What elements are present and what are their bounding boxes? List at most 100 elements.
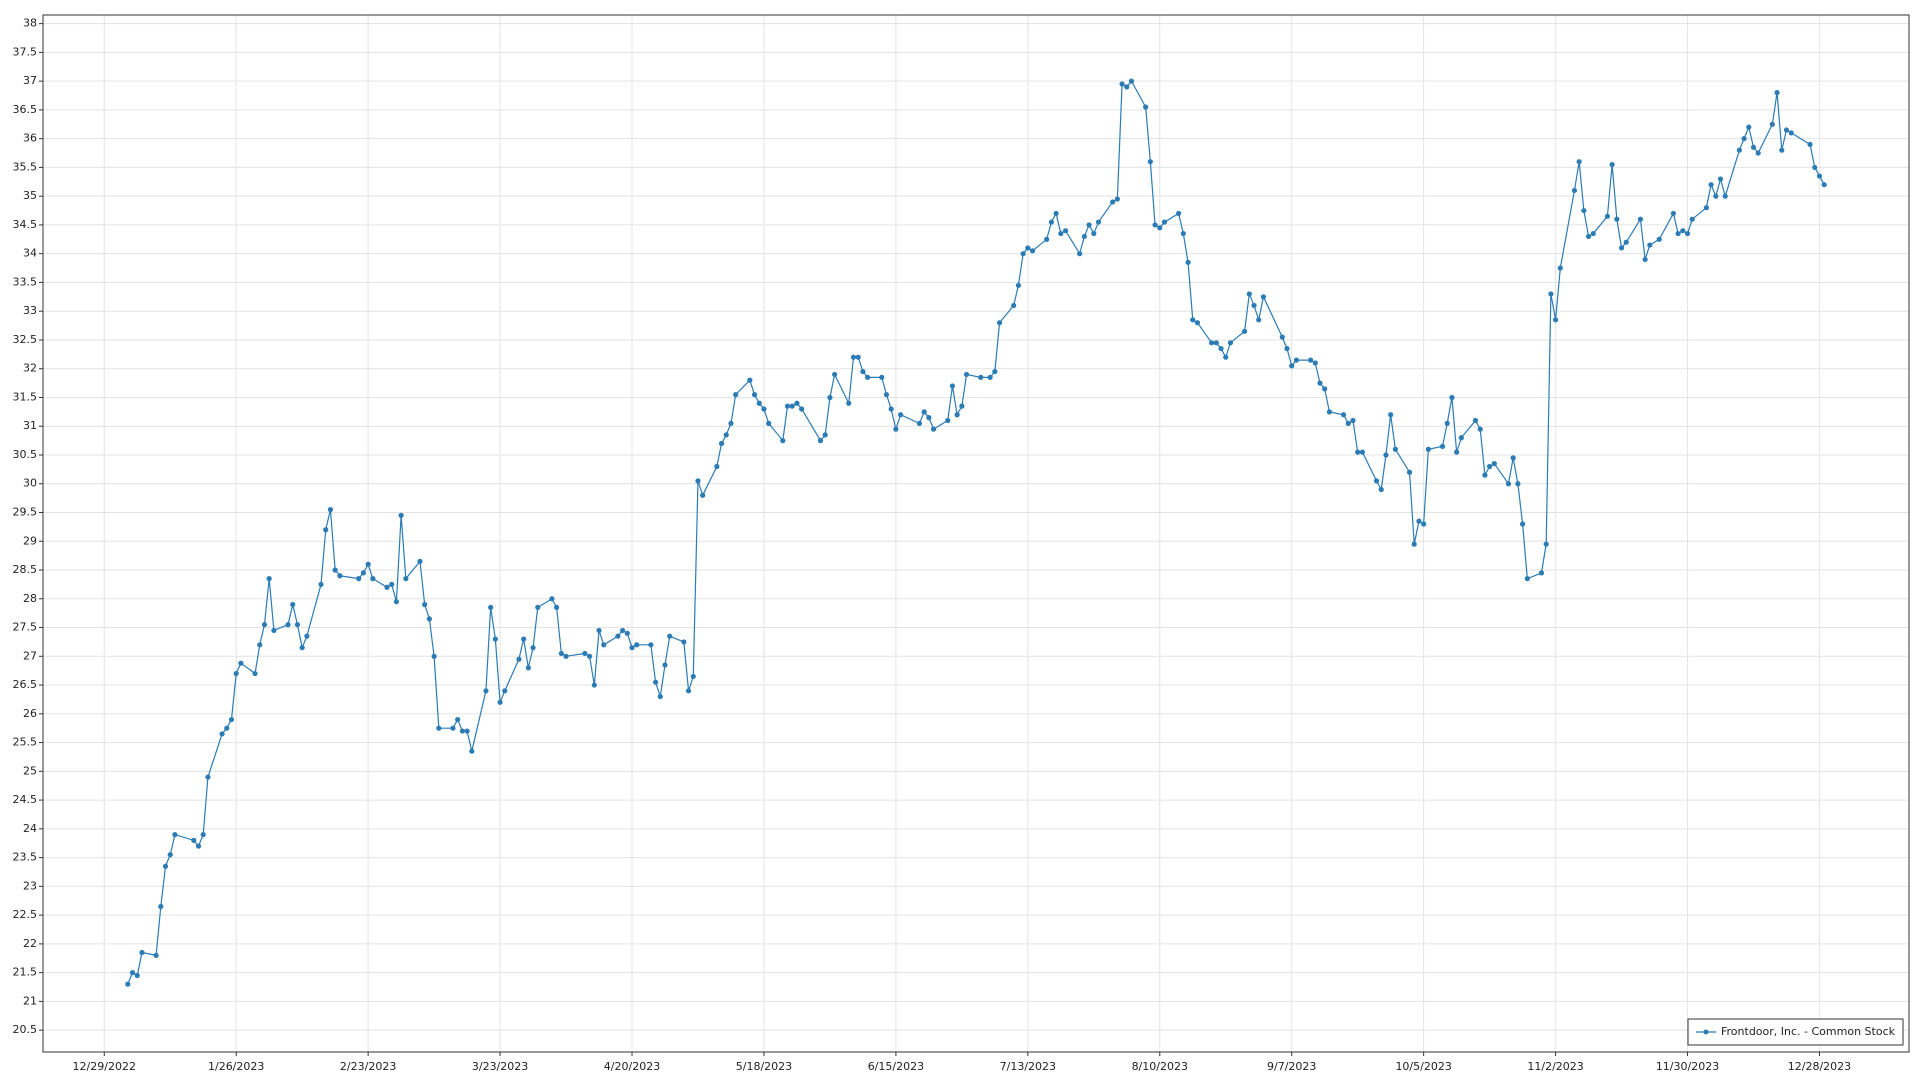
x-tick-label: 11/30/2023 (1656, 1060, 1719, 1073)
data-point (384, 584, 390, 590)
data-point (304, 633, 310, 639)
x-tick-label: 7/13/2023 (1000, 1060, 1056, 1073)
x-tick-label: 5/18/2023 (736, 1060, 792, 1073)
data-point (290, 601, 296, 608)
y-tick-label: 34.5 (13, 218, 38, 231)
data-point (1713, 193, 1719, 199)
y-tick-label: 38 (23, 17, 37, 30)
data-point (582, 650, 588, 657)
data-point (224, 725, 230, 731)
data-point (285, 622, 291, 628)
y-tick-label: 29.5 (13, 506, 38, 519)
y-tick-label: 31.5 (13, 390, 38, 403)
data-point (1110, 199, 1116, 205)
y-tick-label: 34 (23, 247, 37, 260)
data-point (1609, 161, 1615, 168)
grid (43, 15, 1909, 1052)
data-point (455, 716, 461, 723)
data-point (591, 682, 597, 688)
data-point (535, 604, 541, 611)
y-tick-label: 33 (23, 304, 37, 317)
legend-label: Frontdoor, Inc. - Common Stock (1721, 1025, 1896, 1038)
data-point (1505, 481, 1512, 487)
data-point (502, 688, 508, 694)
data-point (1015, 282, 1022, 288)
data-point (751, 392, 758, 398)
data-point (667, 633, 673, 639)
data-point (516, 656, 522, 662)
data-point (1284, 345, 1290, 352)
data-point (1482, 472, 1488, 478)
data-point (191, 837, 197, 843)
y-tick-label: 24 (23, 822, 37, 835)
data-point (200, 831, 206, 838)
data-point (205, 774, 211, 780)
data-point (1750, 144, 1757, 150)
data-point (1322, 386, 1328, 392)
data-point (652, 679, 659, 685)
data-point (134, 972, 140, 979)
data-point (525, 665, 531, 671)
data-point (1557, 265, 1563, 271)
data-point (879, 374, 885, 380)
data-point (1326, 409, 1333, 415)
data-point (930, 426, 937, 432)
data-point (1444, 420, 1450, 426)
data-point (1515, 481, 1521, 487)
data-point (822, 432, 828, 438)
data-point (398, 512, 404, 518)
y-tick-label: 37 (23, 74, 37, 87)
data-point (1774, 90, 1780, 96)
data-point (945, 417, 951, 424)
data-point (855, 354, 861, 360)
data-point (1552, 317, 1559, 323)
data-point (431, 653, 437, 659)
y-tick-label: 25 (23, 764, 37, 777)
data-point (780, 438, 786, 444)
data-point (1218, 345, 1224, 352)
data-point (1717, 176, 1724, 182)
data-point (1157, 225, 1163, 231)
data-point (1458, 435, 1464, 441)
data-point (888, 406, 894, 412)
data-point (662, 662, 668, 668)
data-point (327, 507, 334, 513)
data-point (1161, 219, 1168, 225)
plot (125, 78, 1827, 987)
data-point (1543, 541, 1549, 547)
data-point (1388, 412, 1394, 418)
data-point (959, 403, 965, 409)
data-point (360, 570, 367, 576)
data-point (1086, 222, 1092, 228)
data-point (883, 392, 890, 398)
y-tick-label: 27 (23, 649, 37, 662)
data-point (1618, 245, 1625, 251)
data-point (817, 438, 824, 444)
data-point (271, 627, 277, 634)
data-point (492, 636, 498, 642)
data-point (987, 374, 993, 380)
data-point (766, 420, 772, 426)
data-point (1656, 236, 1662, 242)
data-point (1779, 147, 1785, 153)
data-point (261, 622, 268, 628)
data-point (1147, 159, 1153, 165)
data-point (629, 645, 635, 651)
data-point (1590, 230, 1596, 237)
data-point (1524, 576, 1530, 582)
data-point (1680, 228, 1686, 234)
data-point (1359, 449, 1365, 455)
data-point (1538, 570, 1545, 576)
data-point (728, 420, 734, 426)
data-point (1684, 230, 1691, 237)
plot-frame (42, 14, 1910, 1053)
data-point (799, 406, 805, 412)
y-tick-label: 21.5 (13, 966, 38, 979)
data-point (459, 728, 465, 734)
data-point (257, 642, 263, 648)
data-point (1213, 340, 1219, 346)
x-tick-label: 3/23/2023 (472, 1060, 528, 1073)
x-tick-label: 9/7/2023 (1267, 1060, 1316, 1073)
data-point (690, 673, 696, 680)
data-point (1816, 173, 1823, 179)
